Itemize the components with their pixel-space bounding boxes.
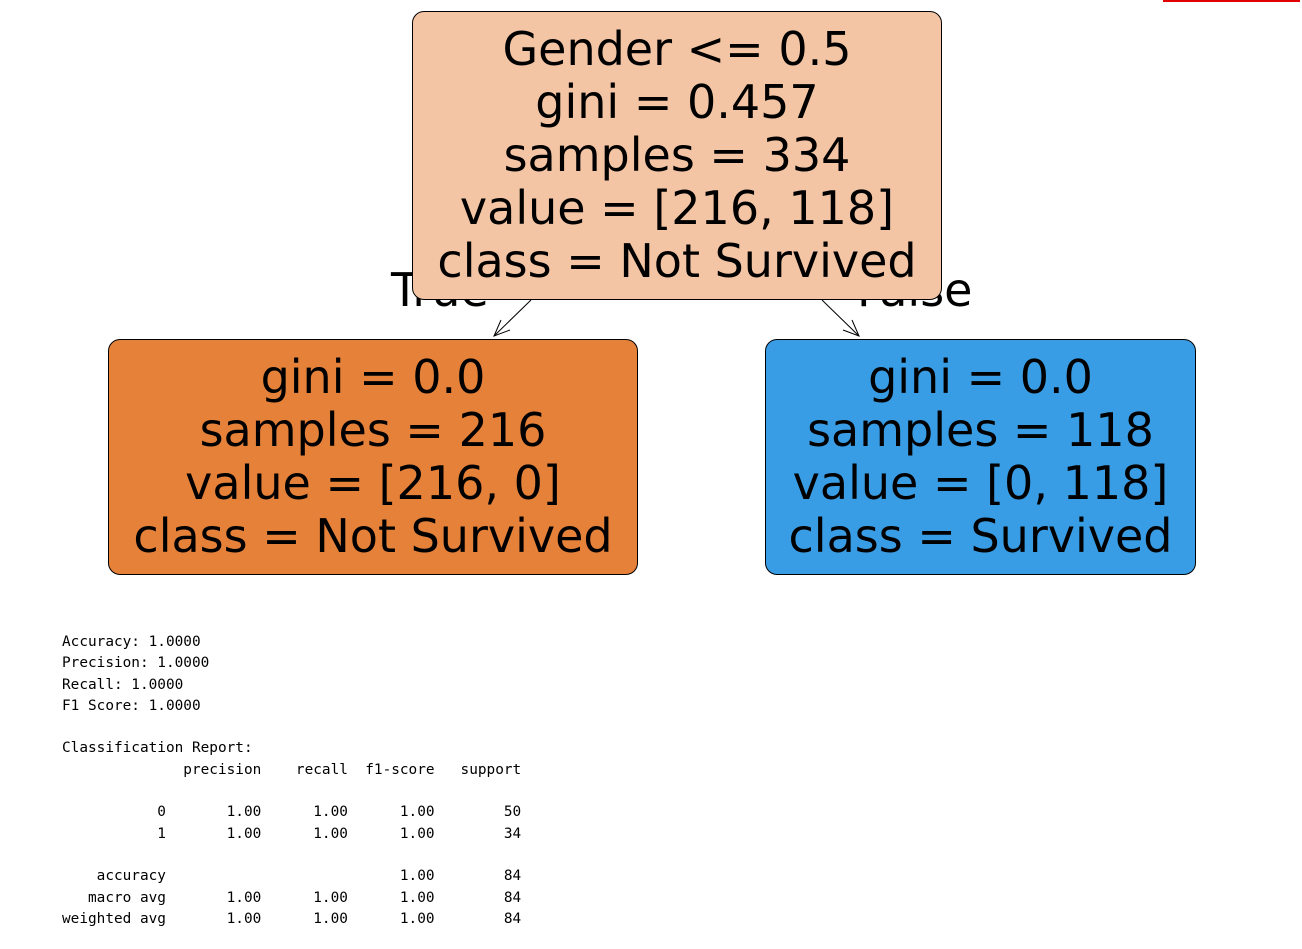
edge-right bbox=[821, 299, 860, 337]
report-row-class-0: 0 1.00 1.00 1.00 50 bbox=[62, 804, 522, 821]
arrowhead-left bbox=[493, 319, 511, 337]
blank-line bbox=[62, 717, 521, 738]
metric-accuracy: Accuracy: 1.0000 bbox=[62, 634, 201, 650]
report-row-macro-avg: macro avg 1.00 1.00 1.00 84 bbox=[62, 889, 522, 906]
node-root-samples: samples = 334 bbox=[503, 128, 851, 182]
node-left-class: class = Not Survived bbox=[133, 509, 613, 563]
tree-node-root: Gender <= 0.5 gini = 0.457 samples = 334… bbox=[412, 11, 942, 300]
report-row-blank-2 bbox=[62, 845, 521, 866]
tree-node-left: gini = 0.0 samples = 216 value = [216, 0… bbox=[108, 339, 638, 575]
report-header: precision recall f1-score support bbox=[62, 761, 522, 778]
node-right-samples: samples = 118 bbox=[807, 403, 1154, 457]
metric-precision: Precision: 1.0000 bbox=[62, 655, 210, 672]
metric-f1: F1 Score: 1.0000 bbox=[62, 697, 201, 714]
report-title: Classification Report: bbox=[62, 740, 253, 757]
tree-node-right: gini = 0.0 samples = 118 value = [0, 118… bbox=[765, 339, 1196, 575]
node-left-gini: gini = 0.0 bbox=[260, 350, 486, 404]
report-row-accuracy: accuracy 1.00 84 bbox=[62, 868, 522, 885]
red-divider bbox=[1163, 0, 1300, 2]
node-left-samples: samples = 216 bbox=[199, 403, 547, 457]
report-row-class-1: 1 1.00 1.00 1.00 34 bbox=[62, 825, 522, 842]
edge-left bbox=[493, 299, 532, 337]
node-root-gini: gini = 0.457 bbox=[535, 75, 819, 129]
metric-recall: Recall: 1.0000 bbox=[62, 676, 184, 693]
report-row-weighted-avg: weighted avg 1.00 1.00 1.00 84 bbox=[62, 910, 522, 927]
arrowhead-right bbox=[842, 319, 860, 337]
node-root-class: class = Not Survived bbox=[437, 234, 917, 288]
node-root-split: Gender <= 0.5 bbox=[502, 22, 852, 76]
node-right-value: value = [0, 118] bbox=[792, 456, 1169, 510]
node-right-gini: gini = 0.0 bbox=[868, 350, 1093, 404]
node-left-value: value = [216, 0] bbox=[185, 456, 561, 510]
report-row-blank-1 bbox=[62, 781, 521, 802]
cell-output: Accuracy: 1.0000 Precision: 1.0000 Recall:… bbox=[62, 632, 521, 930]
node-root-value: value = [216, 118] bbox=[459, 181, 895, 235]
node-right-class: class = Survived bbox=[788, 509, 1173, 563]
